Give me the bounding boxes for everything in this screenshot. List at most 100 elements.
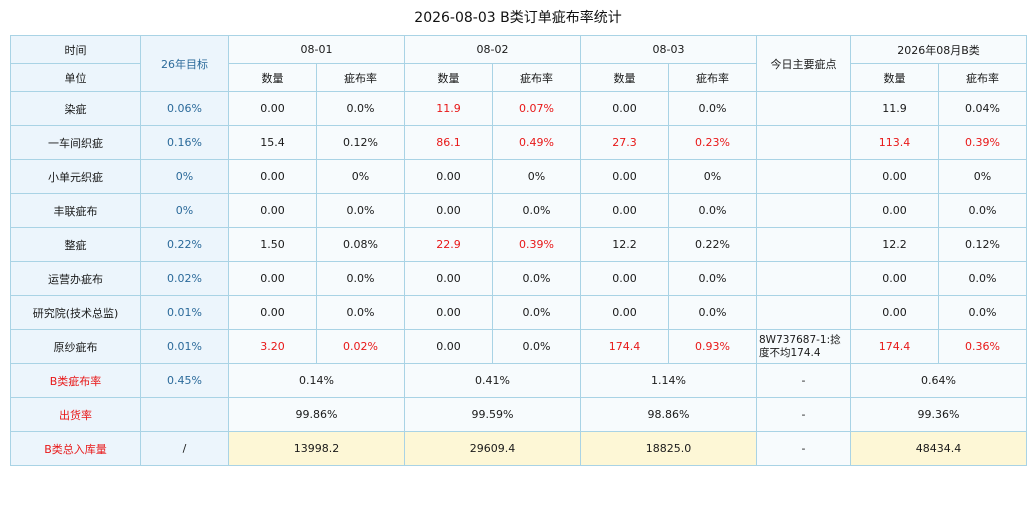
header-target: 26年目标 xyxy=(140,35,229,92)
defect-rate-table: 时间 26年目标 08-01 08-02 08-03 今日主要疵点 2026年0… xyxy=(10,35,1028,466)
cell-d2-rate: 0.0% xyxy=(492,295,581,330)
summary-month: 48434.4 xyxy=(849,431,1028,466)
cell-d2-rate: 0% xyxy=(492,159,581,194)
summary-row: 出货率 99.86% 99.59% 98.86% -99.36% xyxy=(10,397,1028,432)
cell-note xyxy=(756,91,851,126)
cell-d1-rate: 0.08% xyxy=(316,227,405,262)
header-rate: 疵布率 xyxy=(937,63,1028,92)
summary-note: - xyxy=(756,431,851,466)
row-target: 0.22% xyxy=(140,227,229,262)
cell-d1-rate: 0.0% xyxy=(316,295,405,330)
table-row: 小单元织疵 0% 0.00 0% 0.00 0% 0.00 0% 0.00 0% xyxy=(10,159,1028,194)
cell-note xyxy=(756,261,851,296)
row-unit-label: 小单元织疵 xyxy=(10,159,141,194)
report-title: 2026-08-03 B类订单疵布率统计 xyxy=(414,10,622,26)
cell-d2-rate: 0.0% xyxy=(492,193,581,228)
row-target: 0.02% xyxy=(140,261,229,296)
cell-d3-rate: 0.93% xyxy=(668,329,757,364)
cell-d2-qty: 0.00 xyxy=(404,261,493,296)
cell-d2-qty: 0.00 xyxy=(404,329,493,364)
cell-d3-rate: 0% xyxy=(668,159,757,194)
summary-month: 0.64% xyxy=(849,363,1028,398)
table-row: 染疵 0.06% 0.00 0.0% 11.9 0.07% 0.00 0.0% 11.9 0.04… xyxy=(10,91,1028,126)
cell-m-qty: 12.2 xyxy=(850,227,939,262)
cell-d1-rate: 0.12% xyxy=(316,125,405,160)
header-qty: 数量 xyxy=(580,63,669,92)
row-unit-label: 运营办疵布 xyxy=(10,261,141,296)
cell-d2-qty: 11.9 xyxy=(404,91,493,126)
cell-d1-rate: 0.0% xyxy=(316,261,405,296)
table-row: 一车间织疵 0.16% 15.4 0.12% 86.1 0.49% 27.3 0.23% 113… xyxy=(10,125,1028,160)
header-qty: 数量 xyxy=(228,63,317,92)
row-target: 0.06% xyxy=(140,91,229,126)
cell-d3-rate: 0.22% xyxy=(668,227,757,262)
cell-d3-qty: 174.4 xyxy=(580,329,669,364)
table-row: 丰联疵布 0% 0.00 0.0% 0.00 0.0% 0.00 0.0% 0.00 0.0% xyxy=(10,193,1028,228)
row-unit-label: 整疵 xyxy=(10,227,141,262)
cell-m-rate: 0.12% xyxy=(937,227,1028,262)
row-unit-label: 原纱疵布 xyxy=(10,329,141,364)
cell-d2-qty: 0.00 xyxy=(404,193,493,228)
cell-d3-rate: 0.0% xyxy=(668,193,757,228)
summary-note: - xyxy=(756,397,851,432)
cell-m-rate: 0% xyxy=(937,159,1028,194)
cell-note xyxy=(756,295,851,330)
summary-label: B类疵布率 xyxy=(10,363,141,398)
row-target: 0% xyxy=(140,193,229,228)
row-target: 0.16% xyxy=(140,125,229,160)
cell-d1-qty: 15.4 xyxy=(228,125,317,160)
cell-d1-rate: 0% xyxy=(316,159,405,194)
row-target: 0.01% xyxy=(140,295,229,330)
cell-m-qty: 0.00 xyxy=(850,261,939,296)
summary-date-3: 1.14% xyxy=(580,363,757,398)
summary-label: B类总入库量 xyxy=(10,431,141,466)
summary-target xyxy=(140,397,229,432)
cell-d3-rate: 0.0% xyxy=(668,295,757,330)
cell-d1-qty: 0.00 xyxy=(228,159,317,194)
row-target: 0% xyxy=(140,159,229,194)
header-month: 2026年08月B类 xyxy=(849,35,1028,64)
summary-label: 出货率 xyxy=(10,397,141,432)
row-unit-label: 研究院(技术总监) xyxy=(10,295,141,330)
header-date-3: 08-03 xyxy=(580,35,757,64)
cell-d2-rate: 0.39% xyxy=(492,227,581,262)
summary-date-1: 99.86% xyxy=(228,397,405,432)
cell-d1-rate: 0.02% xyxy=(316,329,405,364)
header-rate: 疵布率 xyxy=(668,63,757,92)
cell-d3-rate: 0.0% xyxy=(668,261,757,296)
cell-m-qty: 11.9 xyxy=(850,91,939,126)
cell-d1-qty: 0.00 xyxy=(228,261,317,296)
row-unit-label: 一车间织疵 xyxy=(10,125,141,160)
cell-d3-qty: 0.00 xyxy=(580,261,669,296)
cell-m-qty: 0.00 xyxy=(850,193,939,228)
cell-d1-qty: 1.50 xyxy=(228,227,317,262)
header-date-2: 08-02 xyxy=(404,35,581,64)
cell-d1-qty: 0.00 xyxy=(228,295,317,330)
summary-date-2: 99.59% xyxy=(404,397,581,432)
cell-d2-qty: 0.00 xyxy=(404,159,493,194)
cell-note xyxy=(756,159,851,194)
summary-date-1: 0.14% xyxy=(228,363,405,398)
summary-note: - xyxy=(756,363,851,398)
table-row: 原纱疵布 0.01% 3.20 0.02% 0.00 0.0% 174.4 0.93% 8W73… xyxy=(10,329,1028,364)
cell-d2-rate: 0.0% xyxy=(492,329,581,364)
cell-d3-qty: 0.00 xyxy=(580,159,669,194)
cell-d2-rate: 0.0% xyxy=(492,261,581,296)
summary-date-2: 0.41% xyxy=(404,363,581,398)
row-target: 0.01% xyxy=(140,329,229,364)
cell-m-qty: 0.00 xyxy=(850,159,939,194)
cell-m-rate: 0.04% xyxy=(937,91,1028,126)
cell-d1-rate: 0.0% xyxy=(316,91,405,126)
summary-date-3: 98.86% xyxy=(580,397,757,432)
header-qty: 数量 xyxy=(404,63,493,92)
cell-d1-rate: 0.0% xyxy=(316,193,405,228)
cell-m-qty: 0.00 xyxy=(850,295,939,330)
header-unit: 单位 xyxy=(10,63,141,92)
cell-d3-qty: 27.3 xyxy=(580,125,669,160)
cell-d3-qty: 0.00 xyxy=(580,193,669,228)
row-unit-label: 染疵 xyxy=(10,91,141,126)
row-unit-label: 丰联疵布 xyxy=(10,193,141,228)
header-date-1: 08-01 xyxy=(228,35,405,64)
cell-note xyxy=(756,227,851,262)
summary-date-3: 18825.0 xyxy=(580,431,757,466)
